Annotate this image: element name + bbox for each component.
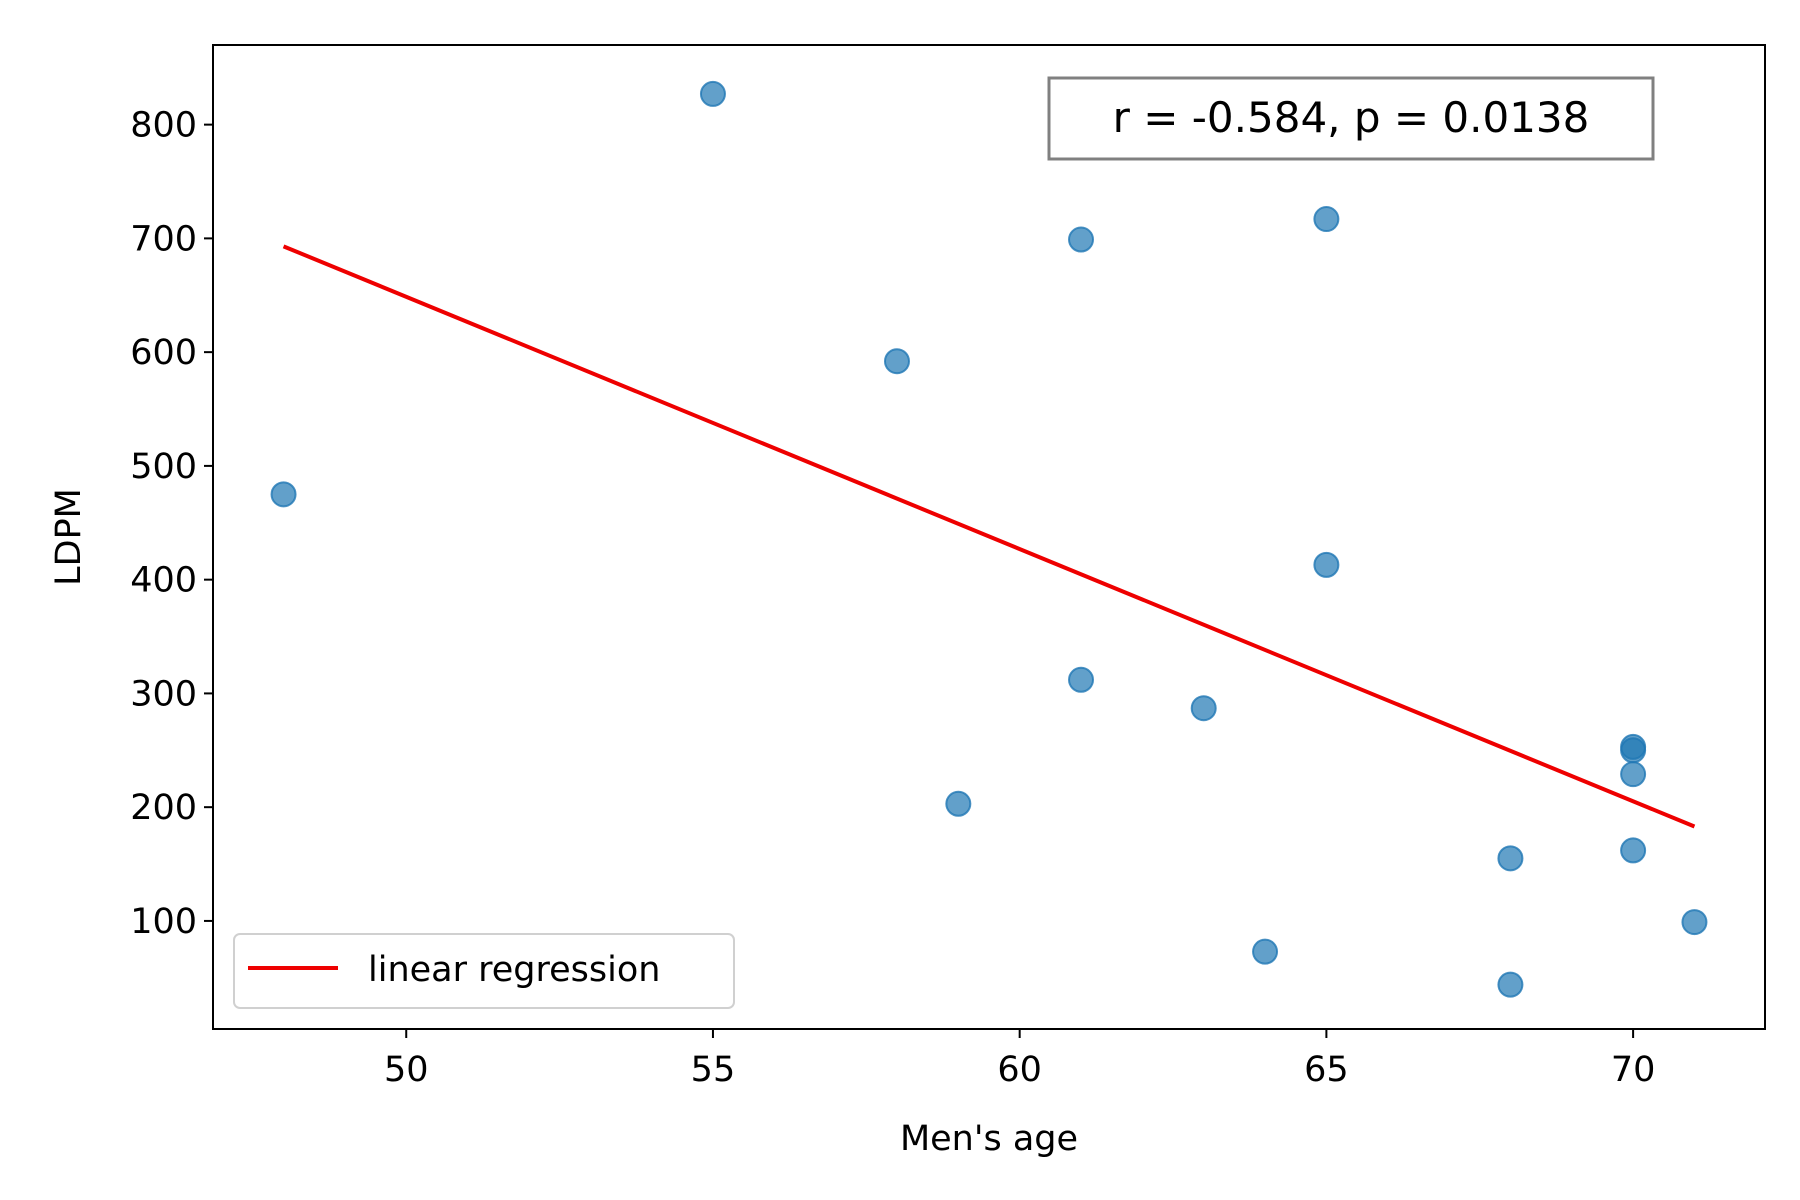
points-layer (270, 80, 1708, 998)
y-tick-label: 700 (130, 219, 197, 259)
x-axis-label: Men's age (900, 1119, 1078, 1159)
legend-entry-regression: linear regression (368, 950, 660, 990)
plot-frame (212, 44, 1766, 1030)
x-tick-label: 55 (691, 1050, 736, 1090)
x-tick-label: 60 (997, 1050, 1042, 1090)
x-axis: 50 55 60 65 70 (384, 1029, 1655, 1090)
y-tick-label: 800 (130, 106, 197, 146)
data-point (1681, 909, 1708, 936)
y-tick-label: 400 (130, 561, 197, 601)
legend: linear regression (233, 933, 735, 1009)
y-axis: 100 200 300 400 500 600 700 800 (130, 106, 213, 942)
data-point (1068, 226, 1095, 253)
data-point (945, 790, 972, 817)
y-tick-label: 600 (130, 333, 197, 373)
data-point (699, 80, 726, 107)
regression-line (282, 244, 1696, 829)
data-point (1620, 761, 1647, 788)
y-tick-label: 200 (130, 788, 197, 828)
data-point (1313, 206, 1340, 233)
legend-box (233, 933, 735, 1009)
x-tick-label: 70 (1611, 1050, 1656, 1090)
data-point (1620, 837, 1647, 864)
data-point (883, 348, 910, 375)
y-tick-label: 300 (130, 674, 197, 714)
annotation-box (1047, 76, 1655, 161)
data-point (1497, 845, 1524, 872)
data-point (270, 481, 297, 508)
annotation-text: r = -0.584, p = 0.0138 (1113, 93, 1590, 142)
x-tick-label: 50 (384, 1050, 429, 1090)
regression-layer (282, 244, 1696, 829)
data-point (1313, 551, 1340, 578)
data-point (1497, 971, 1524, 998)
data-point (1252, 938, 1279, 965)
y-tick-label: 100 (130, 902, 197, 942)
data-point (1068, 666, 1095, 693)
x-tick-label: 65 (1304, 1050, 1349, 1090)
y-tick-label: 500 (130, 447, 197, 487)
y-axis-label: LDPM (49, 488, 89, 586)
stats-annotation: r = -0.584, p = 0.0138 (1047, 76, 1655, 161)
data-point (1190, 695, 1217, 722)
data-point (1620, 737, 1647, 764)
